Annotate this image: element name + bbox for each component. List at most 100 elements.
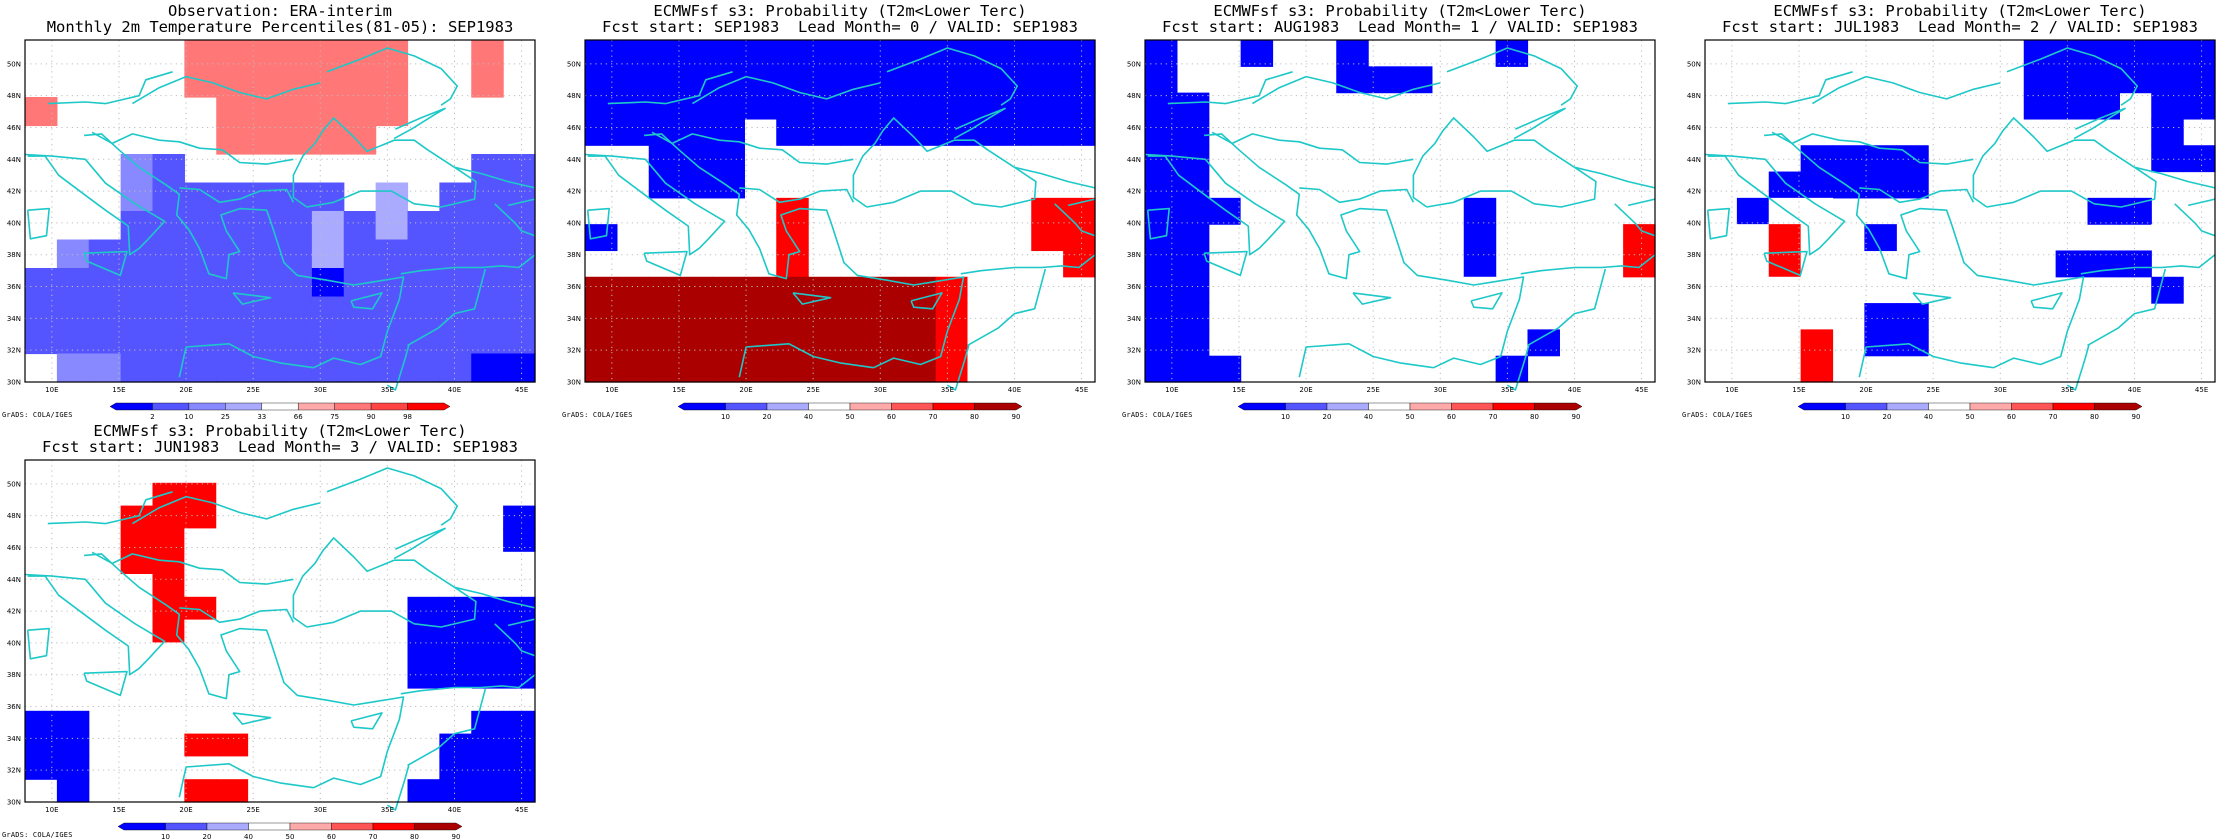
grid-cell (2087, 40, 2120, 67)
grid-cell (343, 68, 377, 98)
grid-cell (903, 197, 937, 225)
grid-cell (439, 596, 472, 621)
grid-cell (152, 239, 185, 269)
lon-tick-label: 30E (1994, 386, 2007, 394)
lat-tick-label: 48N (7, 92, 21, 100)
grid-cell (1591, 197, 1624, 225)
colorbar-segment (808, 402, 851, 411)
grid-cell (88, 460, 122, 484)
coastline (2188, 198, 2216, 207)
grid-cell (712, 250, 745, 278)
grid-cell (152, 482, 185, 507)
colorbar-segment (1451, 402, 1494, 411)
grid-cell (407, 239, 440, 269)
colorbar-segment (2094, 402, 2143, 411)
coastline (910, 292, 943, 310)
grid-cell (248, 528, 281, 552)
grid-cell (216, 596, 249, 621)
coastline (1764, 133, 1952, 280)
colorbar-label: 70 (2049, 413, 2058, 420)
coastline (47, 71, 173, 105)
grid-cell (503, 528, 536, 552)
grid-cell (1031, 66, 1064, 94)
grid-cell (120, 154, 154, 184)
grid-cell (2119, 250, 2152, 278)
grid-cell (184, 574, 217, 598)
grid-cell (1463, 197, 1497, 225)
lat-tick-label: 40N (567, 219, 581, 227)
grid-cell (1145, 118, 1178, 146)
coastline (1506, 345, 1530, 391)
grid-cell (680, 118, 714, 146)
coastline (584, 153, 726, 256)
coastline (1811, 75, 2001, 105)
coastline (1068, 198, 1096, 207)
grid-cell (871, 303, 905, 330)
grid-cell (776, 66, 809, 94)
colorbar-segment (891, 402, 934, 411)
grid-cell (1272, 329, 1305, 357)
grid-cell (120, 211, 154, 241)
grid-cell (648, 92, 682, 120)
lat-tick-label: 46N (567, 124, 581, 132)
panel-title-line2: Fcst start: JUN1983 Lead Month= 3 / VALI… (42, 438, 518, 456)
grid-cell (152, 619, 185, 643)
grid-cell (503, 239, 536, 269)
grid-cell (88, 482, 122, 507)
coastline (292, 537, 477, 628)
grid-cell (967, 171, 1000, 199)
lat-tick-label: 32N (1687, 347, 1701, 355)
grid-cell (967, 66, 1000, 94)
grid-cell (184, 239, 217, 269)
grid-cell (471, 68, 504, 98)
colorbar-label: 98 (403, 413, 412, 420)
grid-cell (120, 733, 154, 757)
coastline (1251, 75, 1441, 105)
grid-cell (152, 211, 185, 241)
grid-cell (1463, 250, 1497, 278)
grid-cell (2151, 40, 2184, 67)
lon-tick-label: 15E (112, 806, 125, 814)
plot-frame (1144, 39, 1656, 383)
lat-tick-label: 34N (567, 315, 581, 323)
coastline (1763, 250, 1808, 277)
grid-cell (712, 171, 745, 199)
grid-cell (935, 92, 969, 120)
grid-cell (407, 296, 440, 326)
coastline (829, 221, 965, 369)
grid-cell (871, 329, 905, 357)
lat-tick-label: 50N (1127, 60, 1141, 68)
grid-cell (152, 154, 185, 184)
grid-cell (152, 460, 185, 484)
grid-cell (935, 303, 969, 330)
grid-cell (680, 303, 714, 330)
grid-cell (1272, 303, 1305, 330)
grid-cell (503, 642, 536, 666)
grid-cell (25, 505, 58, 529)
coastline (1299, 187, 1415, 204)
lat-tick-label: 36N (1687, 283, 1701, 291)
grid-cell (1736, 355, 1770, 383)
grid-cell (248, 551, 281, 575)
colorbar-segment (1409, 402, 1452, 411)
grid-cell (184, 460, 217, 484)
grid-cell (1800, 145, 1834, 173)
lon-tick-label: 30E (314, 806, 327, 814)
grid-cell (585, 66, 618, 94)
grid-cell (2023, 40, 2057, 67)
colorbar-label: 60 (327, 833, 336, 840)
grid-cell (1495, 355, 1529, 383)
colorbar-label: 20 (203, 833, 212, 840)
grid-cell (1864, 303, 1897, 330)
lon-tick-label: 20E (179, 806, 192, 814)
coastline (886, 47, 1018, 106)
grid-cell (776, 355, 809, 383)
grid-cell (120, 353, 154, 383)
grid-cell (712, 40, 745, 67)
grid-cell (2151, 66, 2184, 94)
grid-cell (248, 733, 281, 757)
grid-cell (1208, 355, 1242, 383)
panel-lead-month-1: ECMWFsf s3: Probability (T2m<Lower Terc)… (1120, 0, 1680, 420)
coastline (651, 131, 854, 165)
coastline (946, 345, 970, 391)
